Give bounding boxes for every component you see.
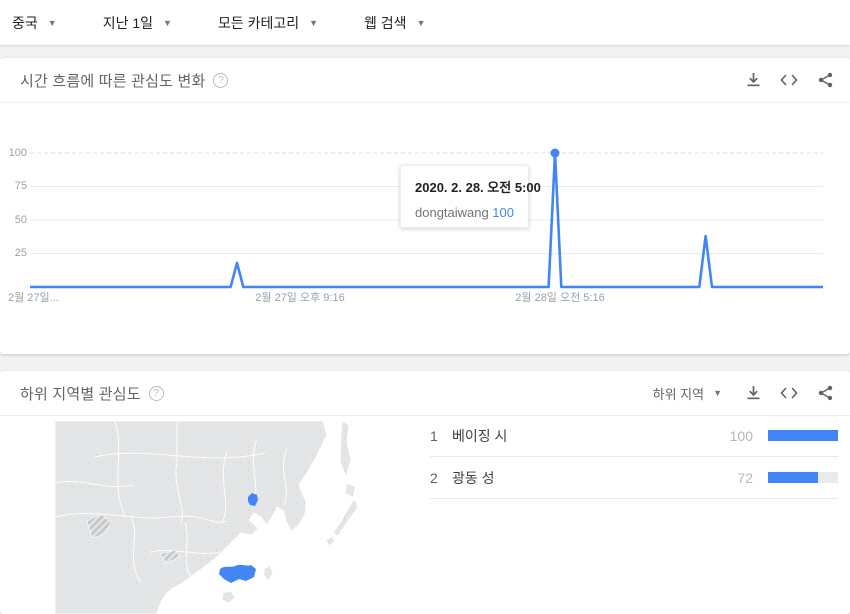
map-island-hokkaido	[344, 482, 356, 499]
region-table: 1 베이징 시 100 2 광동 성 72	[430, 415, 838, 499]
region-bar	[768, 472, 838, 483]
region-level-dropdown[interactable]: 하위 지역 ▼	[653, 384, 722, 403]
interest-by-region-panel: 하위 지역별 관심도 ? 하위 지역 ▼	[0, 371, 850, 614]
x-axis-tick: 2월 28일 오전 5:16	[515, 292, 605, 304]
region-rank: 2	[430, 469, 438, 486]
embed-icon	[780, 74, 798, 86]
search-type-label: 웹 검색	[364, 14, 407, 31]
tooltip-date: 2020. 2. 28. 오전 5:00	[415, 180, 541, 195]
share-button[interactable]	[816, 384, 834, 402]
map-mainland	[54, 420, 328, 614]
x-axis-tick: 2월 27일...	[8, 292, 59, 304]
y-axis-tick: 50	[14, 214, 27, 226]
search-term-label: 중국	[12, 14, 38, 31]
map-island-sakhalin	[339, 420, 352, 479]
download-button[interactable]	[744, 71, 762, 89]
y-axis-tick: 25	[14, 247, 27, 259]
y-axis-tick: 100	[8, 147, 27, 159]
chevron-down-icon: ▼	[163, 17, 172, 28]
map-region-guangdong[interactable]	[219, 564, 256, 583]
table-row[interactable]: 2 광동 성 72	[430, 457, 838, 499]
map-island-taiwan	[263, 565, 274, 582]
panel-title: 하위 지역별 관심도	[20, 385, 141, 403]
tooltip-value: 100	[492, 205, 514, 220]
region-name: 베이징 시	[452, 427, 508, 444]
time-range-filter[interactable]: 지난 1일 ▼	[103, 13, 172, 33]
chevron-down-icon: ▼	[713, 388, 722, 398]
map-hatched-area	[86, 513, 112, 539]
panel-header: 하위 지역별 관심도 ? 하위 지역 ▼	[0, 371, 850, 416]
embed-icon	[780, 387, 798, 399]
interest-over-time-panel: 시간 흐름에 따른 관심도 변화 ?	[0, 58, 850, 354]
panel-header: 시간 흐름에 따른 관심도 변화 ?	[0, 58, 850, 103]
region-value: 100	[729, 427, 753, 444]
filter-bar: 중국 ▼ 지난 1일 ▼ 모든 카테고리 ▼ 웹 검색 ▼	[0, 0, 850, 45]
region-map[interactable]	[54, 420, 358, 614]
map-region-beijing[interactable]	[248, 493, 258, 506]
region-bar	[768, 430, 838, 441]
map-hatched-area	[159, 549, 181, 564]
region-rank: 1	[430, 427, 438, 444]
embed-button[interactable]	[780, 71, 798, 89]
map-island-kyushu	[325, 535, 336, 547]
panel-title: 시간 흐름에 따른 관심도 변화	[20, 72, 206, 90]
region-name: 광동 성	[452, 469, 495, 486]
download-icon	[747, 386, 759, 400]
embed-button[interactable]	[780, 384, 798, 402]
search-term-filter[interactable]: 중국 ▼	[12, 13, 57, 33]
table-row[interactable]: 1 베이징 시 100	[430, 415, 838, 457]
category-filter[interactable]: 모든 카테고리 ▼	[218, 13, 318, 33]
tooltip-term: dongtaiwang	[415, 205, 489, 220]
map-island-hainan	[221, 590, 236, 604]
time-range-label: 지난 1일	[102, 14, 154, 31]
chevron-down-icon: ▼	[47, 17, 57, 28]
chevron-down-icon: ▼	[309, 17, 319, 28]
chart-tooltip: 2020. 2. 28. 오전 5:00 dongtaiwang 100	[400, 165, 541, 228]
share-button[interactable]	[816, 71, 834, 89]
category-label: 모든 카테고리	[217, 14, 300, 31]
share-icon	[818, 72, 832, 88]
y-axis-tick: 75	[14, 180, 27, 192]
region-value: 72	[737, 469, 753, 486]
region-level-label: 하위 지역	[652, 386, 705, 402]
help-icon[interactable]: ?	[213, 72, 229, 88]
x-axis-tick: 2월 27일 오후 9:16	[255, 292, 345, 304]
download-icon	[747, 73, 759, 87]
chevron-down-icon: ▼	[416, 17, 426, 28]
help-icon[interactable]: ?	[148, 385, 164, 401]
search-type-filter[interactable]: 웹 검색 ▼	[364, 13, 425, 33]
share-icon	[818, 385, 832, 401]
download-button[interactable]	[744, 384, 762, 402]
